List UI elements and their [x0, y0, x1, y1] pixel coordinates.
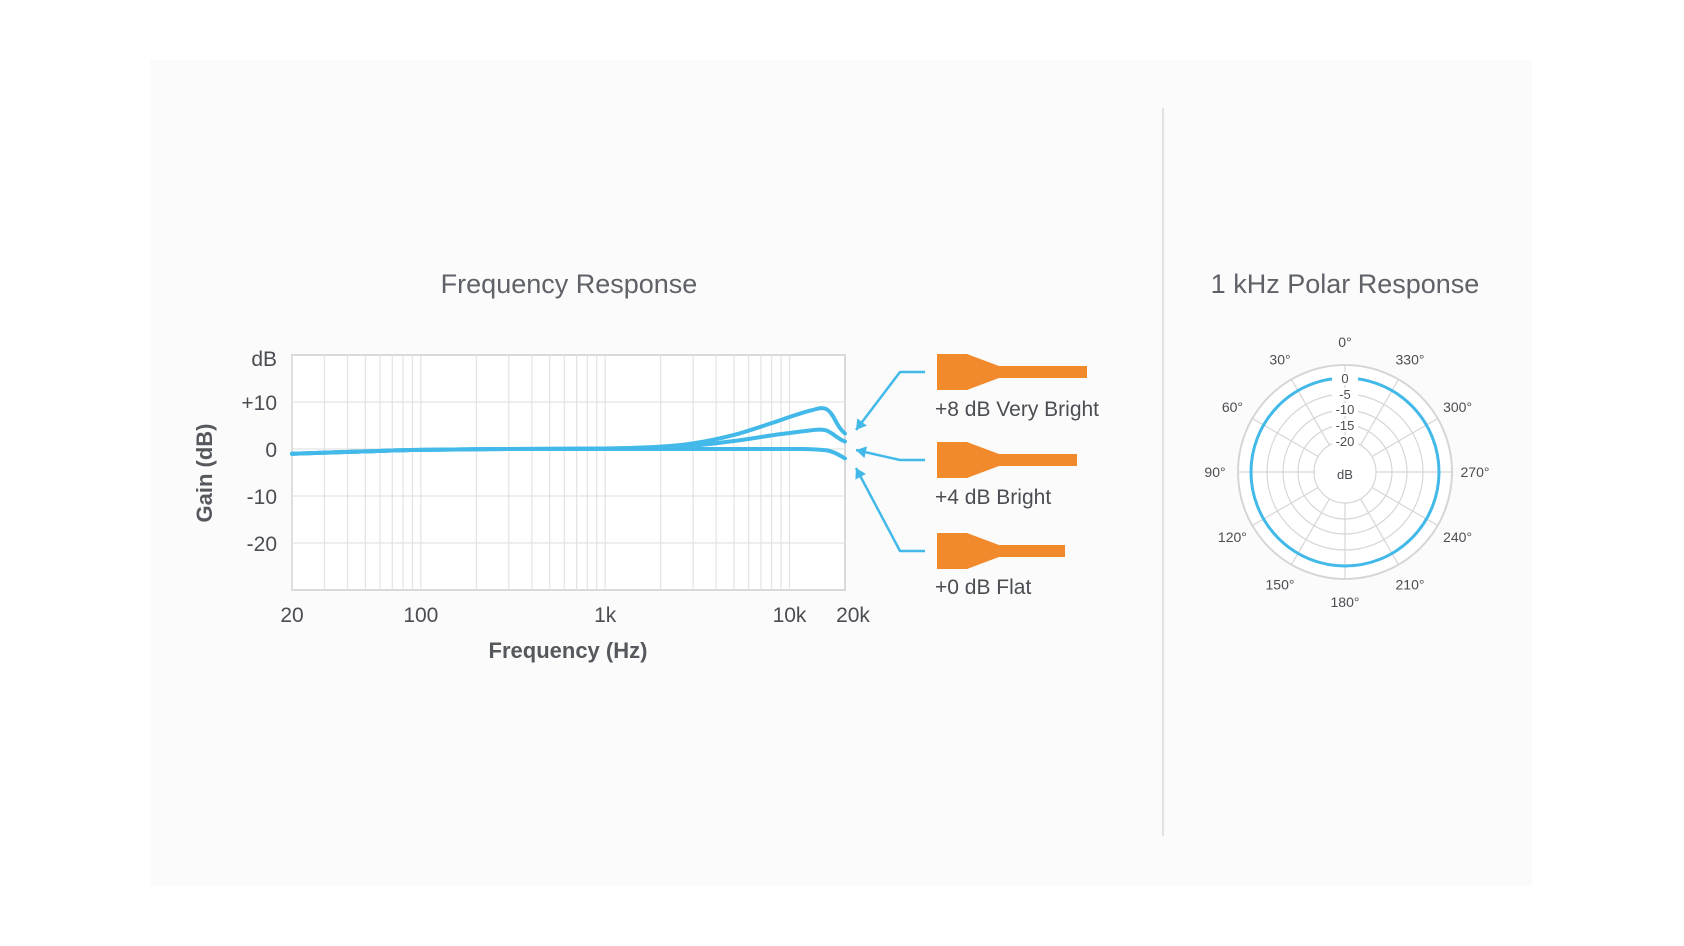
legend-connector — [855, 370, 925, 431]
arrow-head-icon — [855, 468, 866, 480]
plot-area — [291, 354, 846, 591]
polar-center-label: dB — [1337, 467, 1353, 482]
ring-label: -15 — [1336, 418, 1355, 433]
ring-label-backdrop — [1332, 435, 1358, 448]
polar-angle-label: 240° — [1443, 529, 1472, 545]
frequency-grid — [291, 354, 846, 591]
ring-label: -10 — [1336, 402, 1355, 417]
ring-label: 0 — [1341, 371, 1348, 386]
polar-angle-label: 210° — [1396, 577, 1425, 593]
y-tick-label: -20 — [247, 533, 277, 556]
x-tick-label: 20k — [836, 604, 870, 627]
frequency-legend: +8 dB Very Bright +4 dB Bright +0 dB Flat — [854, 354, 1099, 599]
ring-label-backdrop — [1332, 403, 1358, 416]
arrow-head-icon — [856, 446, 868, 459]
legend-item: +8 dB Very Bright — [855, 354, 1099, 431]
polar-ring-labels: 0-5-10-15-20 — [1332, 371, 1358, 449]
y-tick-label: +10 — [241, 392, 277, 415]
ring-label-backdrop — [1332, 419, 1358, 432]
orange-microphone-insert-icon — [937, 354, 1087, 390]
polar-angle-label: 180° — [1331, 594, 1360, 610]
y-axis-title: Gain (dB) — [192, 424, 217, 523]
y-tick-label: 0 — [265, 439, 277, 462]
flat-curve — [290, 446, 847, 461]
frequency-y-ticks: +10 0 -10 -20 — [241, 392, 277, 556]
x-tick-label: 10k — [773, 604, 807, 627]
x-tick-label: 20 — [280, 604, 303, 627]
x-axis-title: Frequency (Hz) — [489, 638, 648, 663]
frequency-x-ticks: 20 100 1k 10k 20k — [280, 604, 870, 627]
ring-label: -5 — [1339, 387, 1351, 402]
polar-angle-label: 270° — [1461, 464, 1490, 480]
x-tick-label: 1k — [594, 604, 617, 627]
arrow-head-icon — [856, 418, 867, 430]
orange-microphone-insert-icon — [937, 442, 1077, 478]
x-tick-label: 100 — [403, 604, 438, 627]
ring-label: -20 — [1336, 434, 1355, 449]
polar-angle-label: 330° — [1396, 351, 1425, 367]
polar-angle-label: 150° — [1266, 577, 1295, 593]
polar-response-chart: 1 kHz Polar Response 0-5-10-15-20 0° 330°… — [1204, 269, 1489, 610]
polar-angle-label: 300° — [1443, 399, 1472, 415]
y-tick-label: -10 — [247, 486, 277, 509]
ring-label-backdrop — [1332, 388, 1358, 401]
polar-angle-label: 60° — [1222, 399, 1243, 415]
legend-label: +8 dB Very Bright — [935, 398, 1099, 421]
polar-angle-label: 0° — [1338, 334, 1351, 350]
frequency-response-chart: Frequency Response 20 100 1k 10k 20k +10 0 -10… — [192, 269, 1099, 663]
polar-angle-label: 90° — [1204, 464, 1225, 480]
legend-item: +4 dB Bright — [855, 442, 1077, 509]
y-unit-label: dB — [251, 348, 277, 371]
legend-label: +0 dB Flat — [935, 576, 1031, 599]
legend-connector — [855, 448, 925, 462]
polar-angle-label: 30° — [1269, 351, 1290, 367]
legend-label: +4 dB Bright — [935, 486, 1051, 509]
polar-angle-label: 120° — [1218, 529, 1247, 545]
polar-response-title: 1 kHz Polar Response — [1211, 269, 1480, 299]
frequency-response-title: Frequency Response — [441, 269, 698, 299]
orange-microphone-insert-icon — [937, 533, 1065, 569]
ring-label-backdrop — [1332, 372, 1358, 385]
legend-item: +0 dB Flat — [854, 467, 1065, 599]
frequency-series — [290, 406, 847, 461]
polar-angle-labels: 0° 330° 300° 270° 240° 210° 180° 150° 120° 90° 60°… — [1204, 334, 1489, 610]
legend-connector — [854, 467, 925, 553]
